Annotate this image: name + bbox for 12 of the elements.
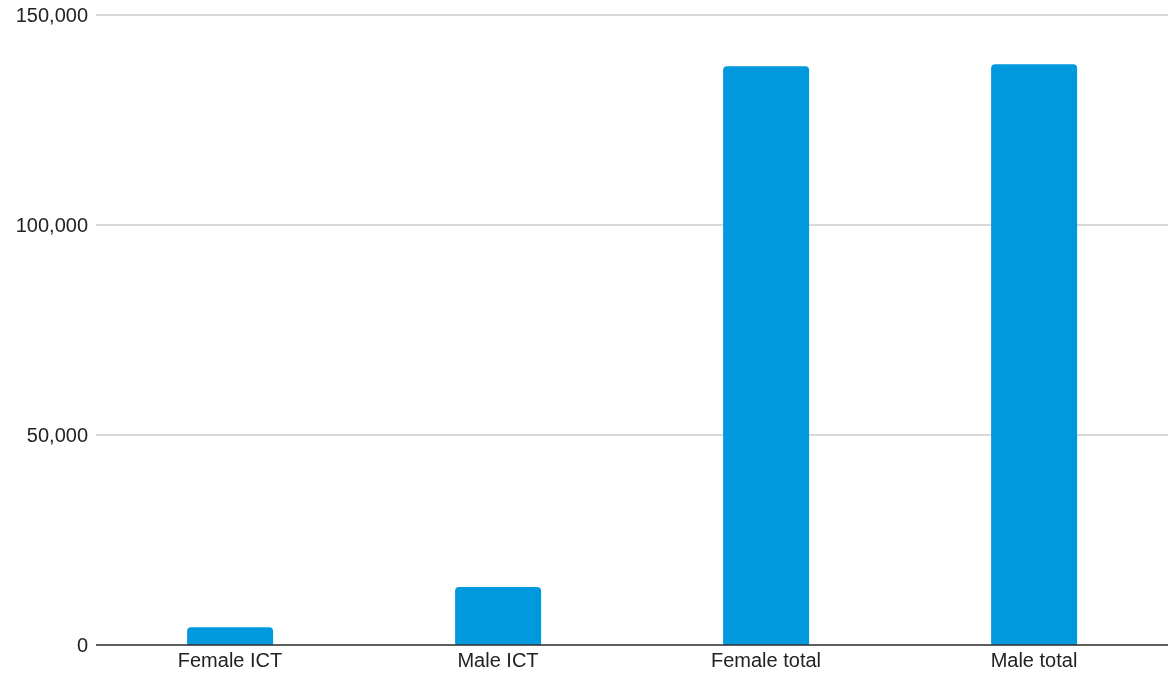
x-tick-label: Female ICT	[177, 649, 283, 672]
x-tick-label: Male total	[990, 649, 1078, 672]
bar	[187, 627, 274, 645]
y-tick-label: 150,000	[15, 4, 88, 27]
y-tick-label: 0	[76, 634, 88, 657]
y-tick-label: 100,000	[15, 214, 88, 237]
y-tick-label: 50,000	[26, 424, 88, 447]
bar	[723, 66, 810, 645]
bar	[455, 587, 542, 645]
x-tick-label: Male ICT	[457, 649, 539, 672]
x-tick-label: Female total	[710, 649, 822, 672]
bar	[991, 64, 1078, 645]
